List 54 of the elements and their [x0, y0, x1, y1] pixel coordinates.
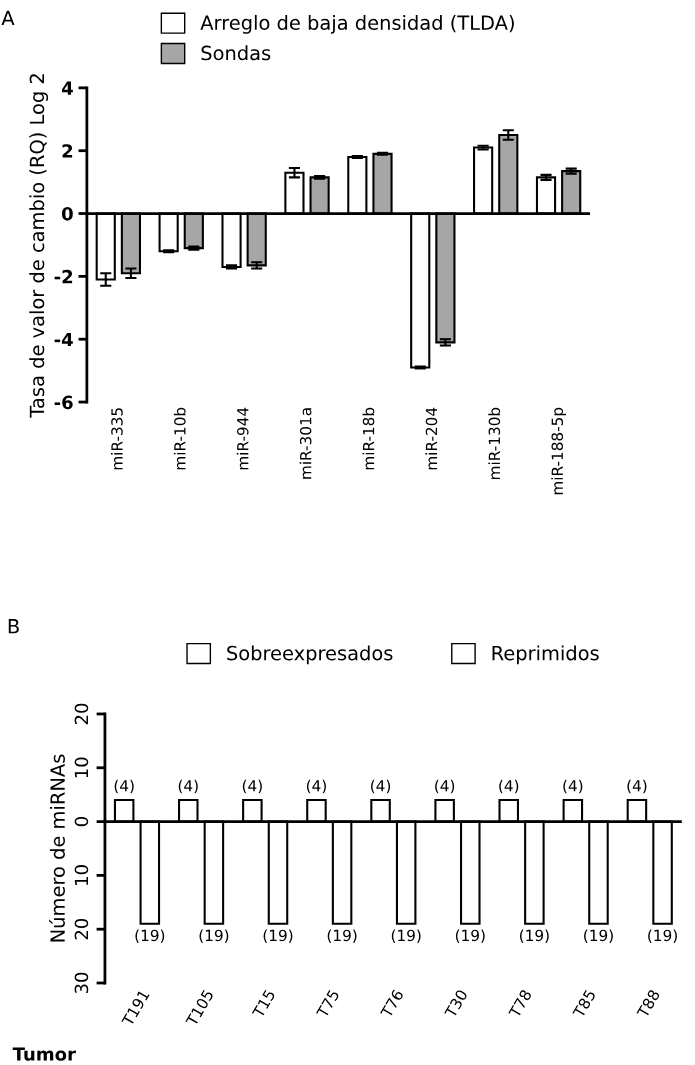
data-label: (4): [563, 779, 583, 794]
x-tick-label: miR-18b: [362, 407, 375, 470]
y-tick-label: 20: [74, 918, 89, 940]
data-label: (19): [648, 929, 677, 943]
x-tick-label: miR-944: [236, 407, 249, 470]
data-label: (4): [371, 779, 391, 794]
y-tick-label: 30: [74, 972, 89, 994]
legend-label: Reprimidos: [492, 645, 599, 665]
y-axis-title: Tasa de valor de cambio (RQ) Log 2: [29, 74, 49, 418]
x-tick-label: miR-10b: [173, 407, 186, 470]
text: B: [8, 619, 19, 634]
data-label: (4): [114, 779, 134, 794]
x-tick-label: miR-204: [425, 407, 438, 470]
data-label: (4): [178, 779, 198, 794]
x-tick-label: T75: [316, 989, 340, 1019]
x-tick-label: T30: [444, 988, 468, 1019]
x-tick-label: T78: [508, 988, 533, 1019]
x-axis-title: Tumor: [12, 1047, 76, 1061]
data-label: (4): [306, 779, 326, 794]
y-tick-label: -2: [54, 269, 73, 284]
data-label: (4): [627, 779, 647, 794]
text: A: [1, 10, 15, 26]
data-label: (19): [199, 929, 229, 943]
legend-label: Arreglo de baja densidad (TLDA): [200, 14, 514, 34]
x-tick-label: miR-130b: [488, 407, 501, 480]
data-label: (19): [584, 929, 613, 943]
data-label: (19): [135, 929, 165, 943]
x-tick-label: T76: [379, 988, 404, 1019]
y-tick-label: 4: [61, 81, 73, 95]
y-tick-label: 10: [74, 865, 89, 885]
data-label: (19): [263, 929, 293, 943]
data-label: (4): [435, 779, 455, 794]
y-tick-label: -4: [54, 332, 73, 347]
x-tick-label: T85: [572, 989, 597, 1019]
x-tick-label: miR-335: [110, 408, 123, 470]
legend-label: Sobreexpresados: [227, 645, 393, 665]
data-label: (19): [391, 929, 421, 943]
x-tick-label: miR-301a: [299, 408, 312, 479]
data-label: (19): [455, 929, 485, 943]
y-tick-label: 10: [74, 757, 89, 778]
y-tick-label: -6: [54, 395, 73, 410]
data-label: (19): [327, 929, 357, 943]
y-tick-label: 2: [62, 144, 73, 158]
data-label: (19): [520, 929, 549, 943]
legend-label: Sondas: [201, 45, 271, 61]
data-label: (4): [499, 779, 519, 794]
x-tick-label: miR-188-5p: [551, 407, 566, 495]
x-tick-label: T88: [636, 988, 661, 1019]
y-axis-title: Número de miRNAs: [49, 754, 65, 942]
y-tick-label: 0: [61, 206, 73, 221]
y-tick-label: 20: [74, 703, 89, 725]
x-tick-label: T15: [251, 989, 276, 1019]
data-label: (4): [242, 779, 262, 794]
y-tick-label: 0: [74, 817, 89, 827]
